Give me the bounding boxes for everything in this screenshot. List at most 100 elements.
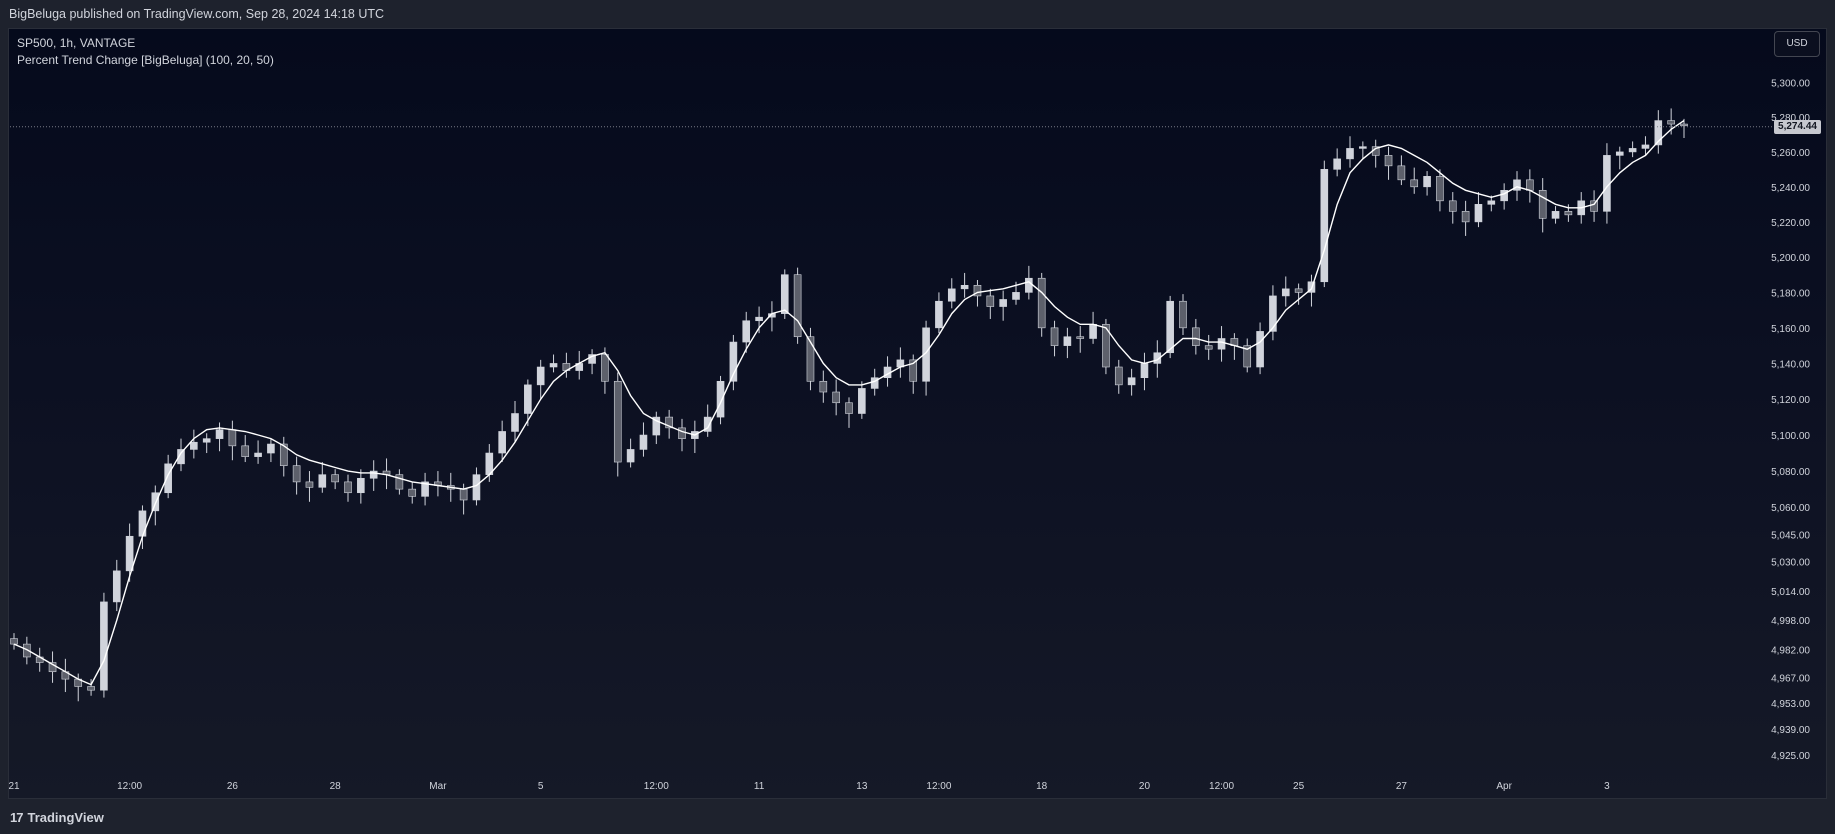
indicator-label[interactable]: Percent Trend Change [BigBeluga] (100, 2… [17, 53, 274, 67]
candle-body [1114, 366, 1123, 386]
time-tick-label: 26 [227, 781, 239, 792]
candle-body [1448, 200, 1457, 212]
time-tick-label: 13 [856, 781, 868, 792]
candle-body [1204, 345, 1213, 350]
candle-body [1487, 200, 1496, 205]
candle-body [960, 285, 969, 290]
candle-body [151, 492, 160, 512]
candle-body [1050, 327, 1059, 346]
publisher-bar: BigBeluga published on TradingView.com, … [0, 0, 1835, 28]
currency-button[interactable]: USD [1774, 31, 1820, 57]
price-tick-label: 4,953.00 [1771, 699, 1810, 710]
candle-body [1140, 363, 1149, 379]
time-tick-label: 12:00 [1209, 781, 1234, 792]
candle-body [1192, 327, 1200, 346]
time-tick-label: 18 [1036, 781, 1048, 792]
candle-body [279, 443, 288, 466]
candle-body [87, 686, 95, 691]
candle-body [23, 643, 31, 658]
candle-body [228, 429, 237, 447]
candle-body [793, 274, 802, 338]
published-info: BigBeluga published on TradingView.com, … [9, 7, 385, 21]
candle-body [780, 274, 789, 314]
footer-bar: 17 TradingView [0, 800, 1835, 834]
candle-body [318, 474, 327, 488]
candle-body [1320, 169, 1329, 283]
candle-body [742, 320, 751, 343]
candle-body [408, 488, 417, 497]
candle-body [1436, 176, 1444, 202]
candle-body [922, 327, 930, 382]
candle-body [1384, 155, 1393, 167]
candle-body [973, 285, 982, 297]
candle-body [1526, 179, 1534, 191]
candle-body [1641, 144, 1650, 149]
time-tick-label: 28 [330, 781, 342, 792]
candle-body [100, 601, 108, 691]
candle-body [1217, 338, 1226, 350]
candle-body [1667, 120, 1675, 125]
candle-body [999, 299, 1007, 307]
price-tick-label: 4,967.00 [1771, 673, 1810, 684]
candle-body [1461, 211, 1470, 223]
candle-body [845, 402, 853, 414]
time-tick-label: 11 [754, 781, 765, 792]
candle-body [344, 481, 352, 494]
candle-body [241, 445, 250, 457]
time-tick-label: 25 [1293, 781, 1305, 792]
tradingview-logo-text: TradingView [27, 810, 104, 825]
candle-body [1127, 377, 1136, 386]
chart-pane[interactable] [8, 28, 1827, 799]
candle-body [1256, 331, 1264, 368]
time-tick-label: 20 [1139, 781, 1151, 792]
candle-body [947, 288, 956, 302]
candle-body [215, 429, 224, 439]
tradingview-logo-icon: 17 [10, 810, 24, 825]
tradingview-logo[interactable]: 17 TradingView [10, 810, 104, 825]
candle-body [1076, 336, 1085, 339]
price-tick-label: 5,160.00 [1771, 324, 1810, 335]
candle-body [665, 416, 673, 429]
time-tick-label: 12:00 [926, 781, 951, 792]
time-tick-label: 12:00 [644, 781, 669, 792]
price-axis: 5,300.00 5,280.00 5,260.00 5,240.00 5,220.00… [1771, 78, 1810, 762]
candle-body [112, 570, 121, 603]
candle-body [202, 438, 211, 443]
candle-body [1037, 277, 1046, 329]
price-tick-label: 5,080.00 [1771, 467, 1810, 478]
candle-body [1294, 288, 1303, 293]
symbol-label[interactable]: SP500, 1h, VANTAGE [17, 36, 136, 50]
price-tick-label: 5,120.00 [1771, 395, 1810, 406]
candle-body [498, 431, 506, 454]
candle-body [832, 391, 840, 404]
candle-body [1089, 323, 1097, 339]
candle-body [138, 510, 147, 537]
price-tick-label: 5,300.00 [1771, 78, 1810, 89]
candle-body [536, 366, 545, 386]
price-tick-label: 5,260.00 [1771, 148, 1810, 159]
candle-body [177, 449, 185, 465]
candle-body [601, 354, 609, 382]
price-tick-label: 5,200.00 [1771, 253, 1810, 264]
price-tick-label: 4,939.00 [1771, 725, 1810, 736]
time-tick-label: Mar [429, 781, 447, 792]
time-tick-label: 21 [8, 781, 20, 792]
candle-body [729, 341, 738, 382]
candle-body [369, 470, 378, 479]
price-tick-label: 5,060.00 [1771, 503, 1810, 514]
price-tick-label: 5,045.00 [1771, 530, 1810, 541]
candle-body [678, 427, 686, 439]
candle-body [267, 443, 275, 454]
candle-body [986, 295, 995, 307]
time-tick-label: 12:00 [117, 781, 142, 792]
time-tick-label: 27 [1396, 781, 1408, 792]
chart-legend[interactable]: SP500, 1h, VANTAGE Percent Trend Change … [17, 35, 274, 69]
candle-body [254, 452, 262, 457]
candle-body [1269, 295, 1277, 332]
time-tick-label: 5 [538, 781, 544, 792]
price-tick-label: 5,220.00 [1771, 218, 1810, 229]
candle-body [1474, 204, 1483, 223]
candle-body [1500, 190, 1508, 202]
candle-body [1333, 158, 1341, 170]
